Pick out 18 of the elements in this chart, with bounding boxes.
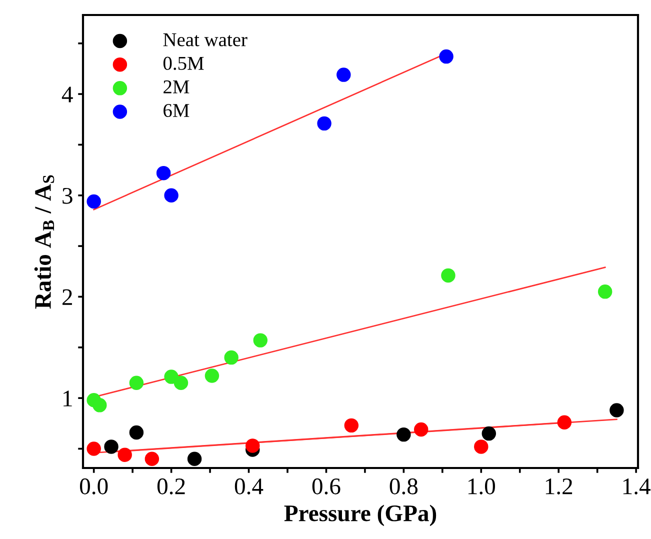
legend-label: 6M [164,104,190,118]
legend-label: 0.5M [163,56,204,70]
legend-label: Neat water [163,33,248,46]
x-tick-label: 1.2 [546,478,572,494]
y-tick-label: 2 [62,289,72,305]
x-tick-label: 0.4 [234,478,264,494]
y-axis-title: Ratio A$_{B}$ / A$_{S}$ [34,175,54,309]
x-tick-label: 1.0 [468,478,495,494]
legend-label: 2M [164,80,190,94]
x-tick-label: 0.8 [390,478,418,494]
x-tick-label: 0.6 [312,478,340,494]
y-tick-label: 1 [64,390,72,406]
x-tick-label: 0.0 [80,478,108,494]
x-tick-label: 1.4 [623,478,650,494]
x-axis-title: Pressure (GPa) [284,504,436,526]
y-tick-label: 4 [62,86,73,102]
x-tick-label: 0.2 [157,478,185,494]
y-tick-label: 3 [62,188,72,204]
